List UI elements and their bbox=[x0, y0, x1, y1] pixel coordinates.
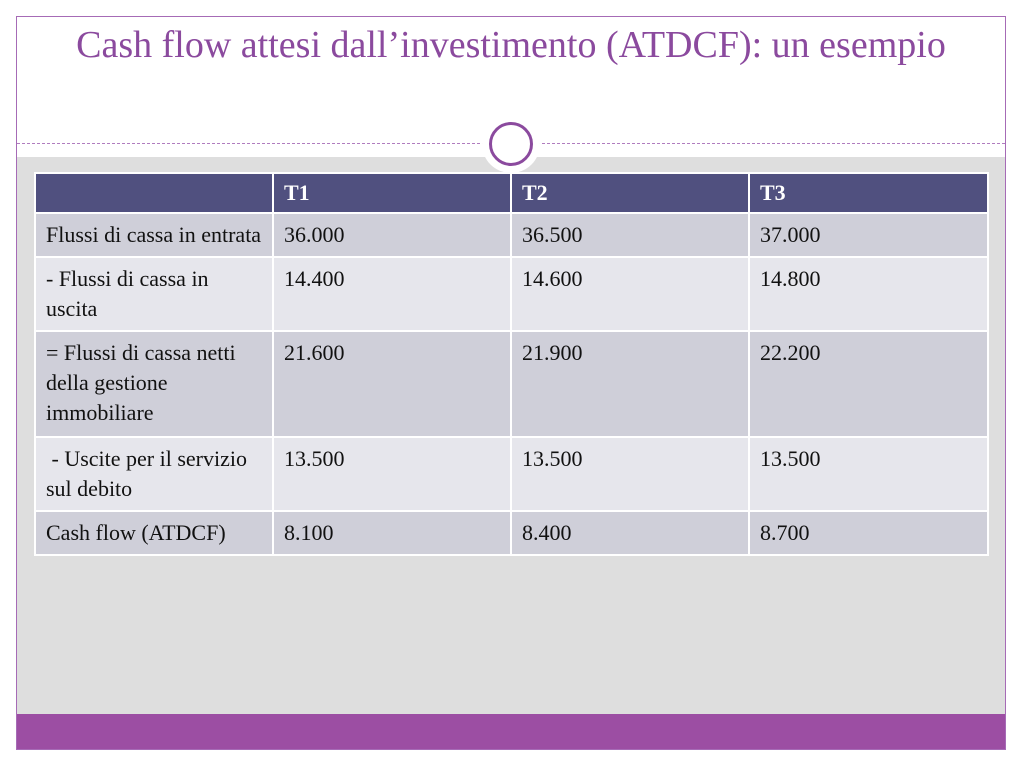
table-row: Flussi di cassa in entrata 36.000 36.500… bbox=[34, 212, 989, 258]
circle-ornament-icon bbox=[482, 115, 540, 173]
table-header-row: T1 T2 T3 bbox=[34, 172, 989, 214]
table-cell: 13.500 bbox=[510, 436, 750, 512]
table-cell: 8.400 bbox=[510, 510, 750, 556]
row-label: = Flussi di cassa netti della gestione i… bbox=[34, 330, 274, 438]
slide-title: Cash flow attesi dall’investimento (ATDC… bbox=[76, 24, 946, 66]
table-cell: 22.200 bbox=[748, 330, 989, 438]
row-label: Cash flow (ATDCF) bbox=[34, 510, 274, 556]
table-cell: 37.000 bbox=[748, 212, 989, 258]
table-row: Cash flow (ATDCF) 8.100 8.400 8.700 bbox=[34, 510, 989, 556]
row-label: - Flussi di cassa in uscita bbox=[34, 256, 274, 332]
row-label: Flussi di cassa in entrata bbox=[34, 212, 274, 258]
table-row: - Uscite per il servizio sul debito 13.5… bbox=[34, 436, 989, 512]
table-header-cell: T2 bbox=[510, 172, 750, 214]
table-row: = Flussi di cassa netti della gestione i… bbox=[34, 330, 989, 438]
ring-icon bbox=[489, 122, 533, 166]
table-cell: 8.100 bbox=[272, 510, 512, 556]
table-cell: 36.000 bbox=[272, 212, 512, 258]
table-container: T1 T2 T3 Flussi di cassa in entrata 36.0… bbox=[34, 172, 989, 556]
table-cell: 13.500 bbox=[748, 436, 989, 512]
table-cell: 36.500 bbox=[510, 212, 750, 258]
bottom-accent-bar bbox=[17, 714, 1005, 749]
table-cell: 14.600 bbox=[510, 256, 750, 332]
table-cell: 8.700 bbox=[748, 510, 989, 556]
table-cell: 21.600 bbox=[272, 330, 512, 438]
table-row: - Flussi di cassa in uscita 14.400 14.60… bbox=[34, 256, 989, 332]
table-header-cell: T1 bbox=[272, 172, 512, 214]
row-label: - Uscite per il servizio sul debito bbox=[34, 436, 274, 512]
table-cell: 14.800 bbox=[748, 256, 989, 332]
table-cell: 14.400 bbox=[272, 256, 512, 332]
slide: Cash flow attesi dall’investimento (ATDC… bbox=[16, 16, 1006, 750]
cash-flow-table: T1 T2 T3 Flussi di cassa in entrata 36.0… bbox=[34, 172, 989, 556]
table-header-cell: T3 bbox=[748, 172, 989, 214]
table-cell: 13.500 bbox=[272, 436, 512, 512]
table-cell: 21.900 bbox=[510, 330, 750, 438]
table-header-cell bbox=[34, 172, 274, 214]
